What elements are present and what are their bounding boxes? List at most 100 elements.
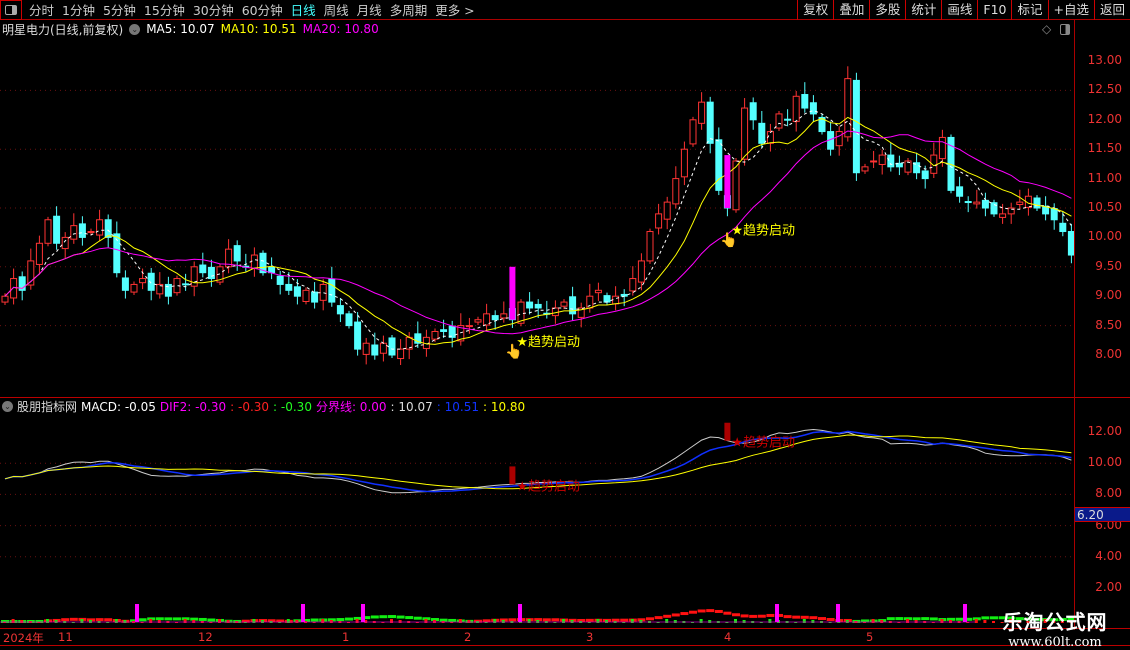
date-tick-label: 1 — [342, 630, 350, 644]
indicator-current-value: 6.20 — [1075, 507, 1130, 522]
toolbar-button[interactable]: 画线 — [941, 0, 977, 20]
macd-line-segment — [190, 617, 199, 621]
candle-body — [999, 213, 1007, 218]
candle-body — [646, 231, 654, 262]
candle-body — [379, 342, 387, 354]
period-tab[interactable]: 日线 — [290, 3, 316, 18]
ma20-line — [4, 130, 1072, 335]
macd-bar — [562, 619, 565, 623]
macd-line-segment — [327, 618, 336, 622]
candle-body — [147, 272, 155, 291]
macd-line-segment — [998, 616, 1007, 620]
toolbar: 分时 1分钟 5分钟 15分钟 30分钟 60分钟 日线 周线 月线 多周期 更多 > 复权 叠加 多股… — [0, 0, 1130, 20]
macd-line-segment — [482, 619, 491, 623]
candle-body — [448, 325, 456, 338]
macd-line-segment — [1007, 616, 1016, 620]
candle-body — [293, 286, 301, 297]
toolbar-button[interactable]: +自选 — [1047, 0, 1094, 20]
macd-line-segment — [620, 618, 629, 622]
diamond-icon[interactable]: ◇ — [1042, 22, 1052, 36]
period-tab[interactable]: 15分钟 — [143, 3, 185, 18]
candle-body — [913, 162, 921, 174]
candle-body — [474, 319, 482, 323]
candle-body — [87, 231, 95, 234]
period-tab[interactable]: 周线 — [323, 3, 349, 18]
period-tab[interactable]: 30分钟 — [192, 3, 234, 18]
macd-line-segment — [69, 617, 78, 621]
macd-line-segment — [542, 618, 551, 622]
period-tab[interactable]: 60分钟 — [241, 3, 283, 18]
candle-body — [1050, 208, 1058, 221]
period-tab[interactable]: 1分钟 — [62, 3, 95, 18]
toolbar-button[interactable]: 统计 — [905, 0, 941, 20]
dif2-value: DIF2: -0.30 — [159, 399, 227, 414]
macd-bar — [802, 619, 806, 623]
macd-line-segment — [499, 618, 508, 622]
candle-body — [362, 342, 370, 355]
date-axis-top-line — [0, 628, 1130, 629]
signal-spike — [775, 604, 779, 622]
toolbar-button[interactable]: 叠加 — [833, 0, 869, 20]
signal-bar — [509, 266, 516, 320]
candle-body — [156, 283, 164, 295]
period-tab[interactable]: 更多 > — [435, 3, 475, 18]
macd-bar — [983, 620, 987, 623]
candle-body — [629, 278, 637, 292]
toolbar-button[interactable]: F10 — [977, 0, 1011, 20]
chevron-down-icon[interactable]: ⌄ — [129, 23, 141, 35]
candle-body — [706, 101, 714, 144]
toolbar-button[interactable]: 复权 — [797, 0, 833, 20]
date-tick-label: 4 — [724, 630, 732, 644]
indicator-signal-bar — [509, 466, 516, 485]
candle-body — [517, 301, 525, 324]
toolbar-button[interactable]: 多股 — [869, 0, 905, 20]
toolbar-button[interactable]: 标记 — [1011, 0, 1047, 20]
chevron-down-icon[interactable]: ⌄ — [2, 401, 13, 412]
indicator-white-line — [4, 428, 1072, 494]
candle-body — [534, 303, 542, 309]
macd-bar — [114, 619, 118, 623]
candle-body — [964, 201, 972, 204]
macd-line-segment — [972, 617, 981, 621]
price-tick-label: 10.50 — [1087, 200, 1122, 214]
panel-icon[interactable] — [1060, 24, 1070, 35]
candle-body — [981, 199, 989, 209]
macd-bar — [355, 619, 359, 623]
macd-bar — [992, 621, 995, 623]
toolbar-button[interactable]: 返回 — [1093, 0, 1130, 20]
date-tick-label: 5 — [866, 630, 874, 644]
macd-line-segment — [646, 617, 654, 621]
macd-line-segment — [783, 615, 792, 619]
candle-body — [397, 348, 405, 360]
macd-line-segment — [637, 618, 646, 622]
macd-line-segment — [207, 618, 216, 622]
candle-body — [526, 301, 534, 309]
signal-spike — [518, 604, 522, 622]
macd-bar — [768, 619, 772, 623]
price-tick-label: 9.00 — [1095, 288, 1122, 303]
period-tab[interactable]: 多周期 — [389, 3, 428, 18]
macd-line-segment — [714, 609, 723, 613]
toolbar-buttons: 复权 叠加 多股 统计 画线 F10 标记 +自选 返回 — [797, 0, 1130, 20]
macd-line-segment — [422, 617, 431, 621]
period-tab[interactable]: 月线 — [356, 3, 382, 18]
macd-line-segment — [431, 618, 439, 622]
signal-spike — [361, 604, 365, 622]
macd-bar — [493, 619, 497, 623]
period-tab[interactable]: 5分钟 — [102, 3, 136, 18]
macd-bar — [1000, 622, 1004, 623]
macd-line-segment — [955, 617, 964, 621]
candle-body — [921, 170, 929, 180]
candle-body — [345, 313, 353, 327]
date-tick-label: 2024年 — [3, 631, 44, 645]
date-tick-label: 12 — [198, 630, 213, 644]
candle-body — [956, 186, 964, 197]
candle-body — [861, 166, 869, 172]
candle-body — [990, 202, 998, 215]
layout-toggle-button[interactable] — [0, 0, 22, 20]
candle-body — [483, 313, 491, 326]
macd-line-segment — [663, 614, 672, 618]
macd-bar — [1017, 620, 1021, 623]
period-tab[interactable]: 分时 — [29, 3, 55, 18]
